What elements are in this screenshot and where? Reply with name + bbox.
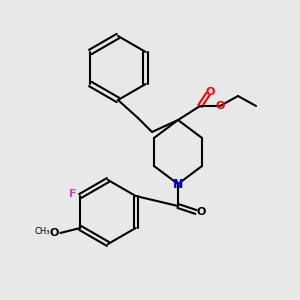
Text: F: F [68, 189, 76, 199]
Text: CH₃: CH₃ [34, 226, 50, 236]
Text: O: O [205, 87, 215, 97]
Text: N: N [173, 178, 183, 190]
Text: O: O [215, 101, 225, 111]
Text: O: O [50, 228, 59, 238]
Text: O: O [196, 207, 206, 217]
